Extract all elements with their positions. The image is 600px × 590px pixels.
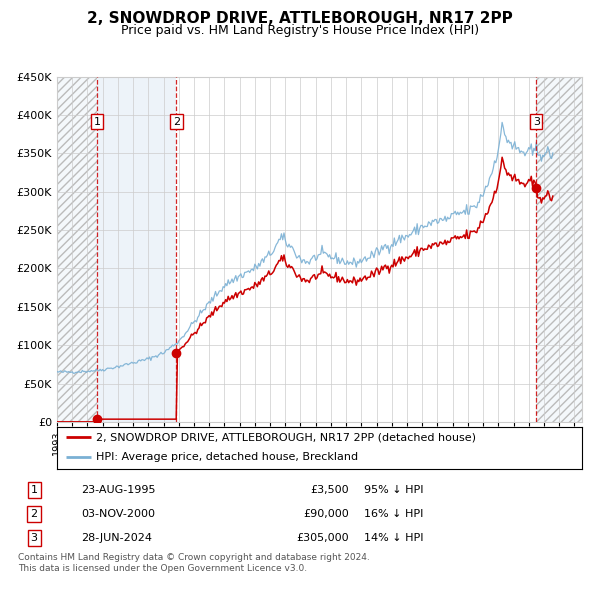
Text: £90,000: £90,000 xyxy=(304,509,349,519)
Text: 16% ↓ HPI: 16% ↓ HPI xyxy=(364,509,423,519)
Text: 23-AUG-1995: 23-AUG-1995 xyxy=(82,485,156,494)
Bar xyxy=(536,77,582,422)
Text: 14% ↓ HPI: 14% ↓ HPI xyxy=(364,533,423,543)
Text: 2, SNOWDROP DRIVE, ATTLEBOROUGH, NR17 2PP: 2, SNOWDROP DRIVE, ATTLEBOROUGH, NR17 2P… xyxy=(87,11,513,25)
Text: 3: 3 xyxy=(533,117,539,127)
Text: 2: 2 xyxy=(31,509,38,519)
Text: 03-NOV-2000: 03-NOV-2000 xyxy=(82,509,155,519)
Text: 1: 1 xyxy=(31,485,38,494)
Text: £3,500: £3,500 xyxy=(311,485,349,494)
Text: £305,000: £305,000 xyxy=(296,533,349,543)
Bar xyxy=(536,77,582,422)
Text: 3: 3 xyxy=(31,533,38,543)
Bar xyxy=(57,77,97,422)
Bar xyxy=(57,77,97,422)
Text: HPI: Average price, detached house, Breckland: HPI: Average price, detached house, Brec… xyxy=(97,452,359,462)
Text: 28-JUN-2024: 28-JUN-2024 xyxy=(82,533,152,543)
Text: 95% ↓ HPI: 95% ↓ HPI xyxy=(364,485,423,494)
Text: Contains HM Land Registry data © Crown copyright and database right 2024.
This d: Contains HM Land Registry data © Crown c… xyxy=(18,553,370,573)
Text: Price paid vs. HM Land Registry's House Price Index (HPI): Price paid vs. HM Land Registry's House … xyxy=(121,24,479,37)
Text: 1: 1 xyxy=(94,117,101,127)
Bar xyxy=(97,77,176,422)
Text: 2, SNOWDROP DRIVE, ATTLEBOROUGH, NR17 2PP (detached house): 2, SNOWDROP DRIVE, ATTLEBOROUGH, NR17 2P… xyxy=(97,432,476,442)
Text: 2: 2 xyxy=(173,117,180,127)
